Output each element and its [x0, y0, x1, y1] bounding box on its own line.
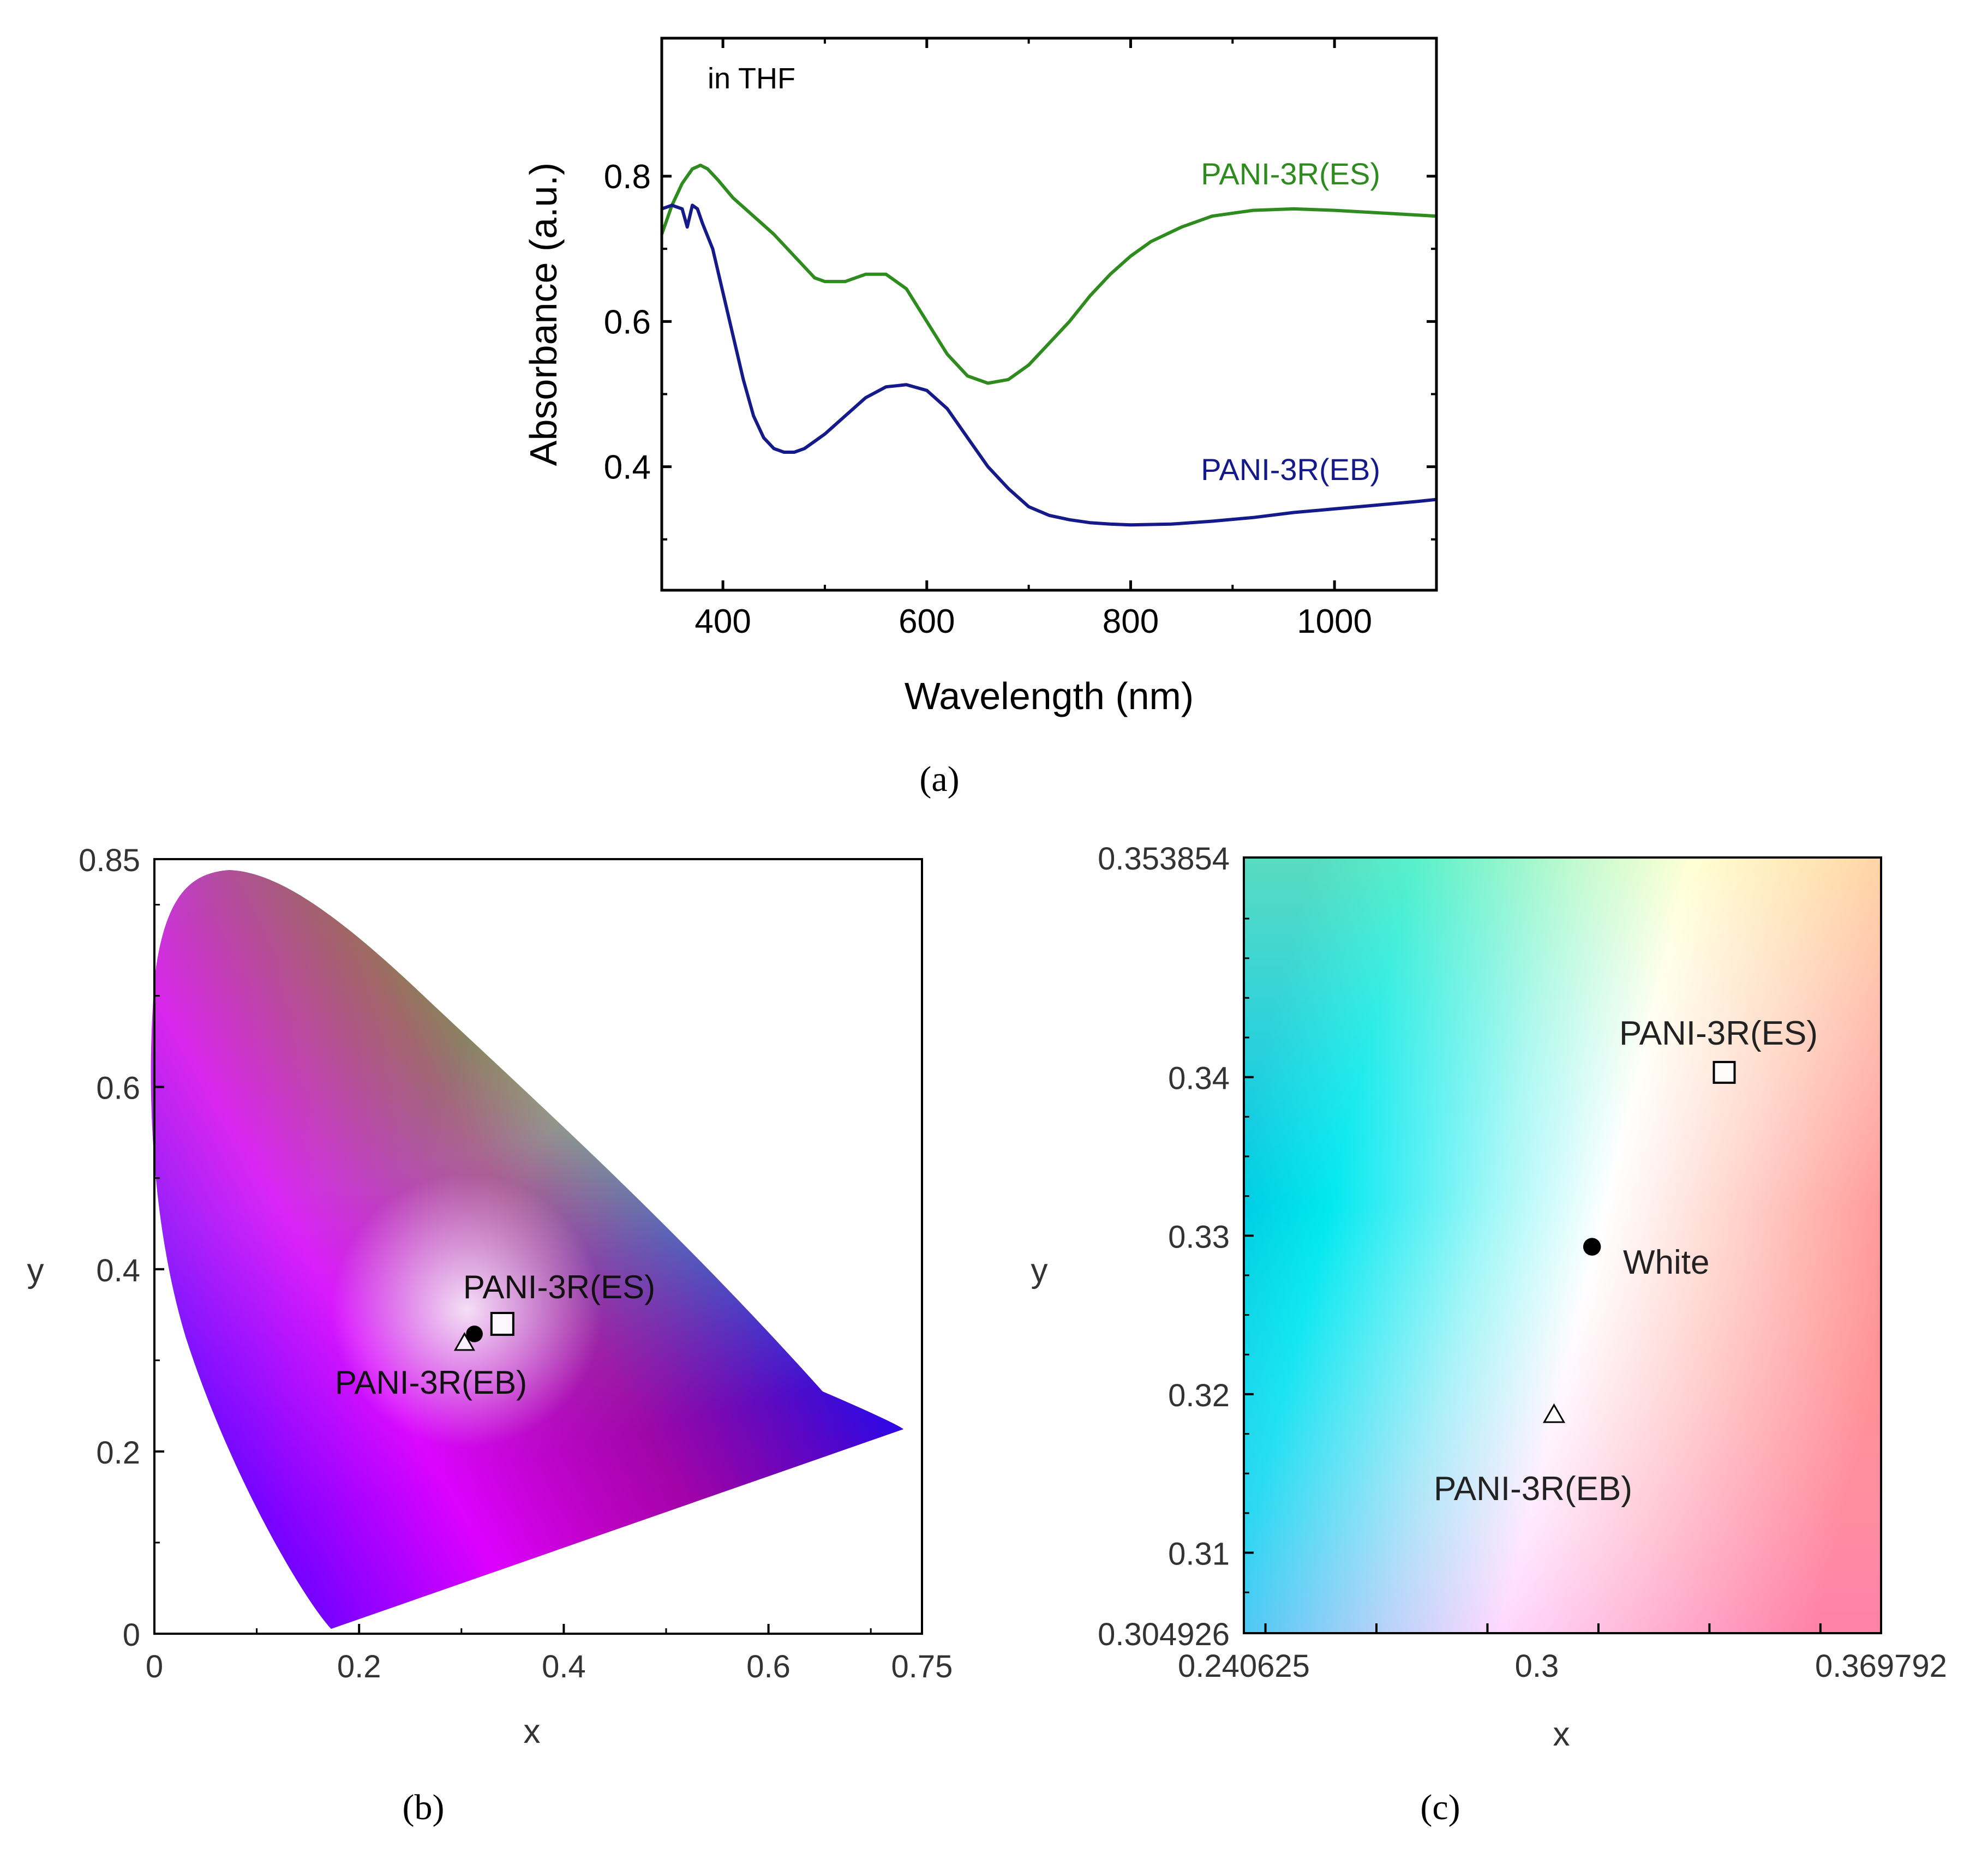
- zoom-background-tint: [1244, 857, 1881, 1633]
- y-tick-label: 0.85: [79, 843, 140, 878]
- x-tick-label: 600: [899, 603, 955, 640]
- absorbance-chart: 400 600 800 1000 0.4 0.6 0.8 in THF PANI-3R(ES…: [522, 37, 1438, 717]
- point-pani-3r-eb-: [453, 1332, 476, 1351]
- x-tick-label: 0.6: [746, 1649, 791, 1684]
- zoom-x-axis-label: x: [1553, 1716, 1570, 1753]
- annotation-in-thf: in THF: [708, 62, 795, 95]
- x-tick-label: 0: [146, 1649, 163, 1684]
- absorbance-series-line-eb: [661, 203, 1437, 527]
- absorbance-ticks: 400 600 800 1000 0.4 0.6 0.8: [604, 38, 1436, 640]
- x-tick-label: 0.75: [891, 1649, 953, 1684]
- absorbance-series-line-es: [660, 164, 1437, 385]
- x-tick-label: 0.2: [337, 1649, 381, 1684]
- absorbance-y-axis-label: Absorbance (a.u.): [522, 163, 565, 466]
- cie-label-eb: PANI-3R(EB): [335, 1364, 527, 1401]
- panel-label-b: (b): [403, 1788, 445, 1827]
- cie-ticks: 0 0.2 0.4 0.6 0.75 0 0.2 0.4 0.6 0.85: [79, 843, 953, 1684]
- y-tick-label: 0.6: [96, 1071, 140, 1106]
- cie-label-es: PANI-3R(ES): [463, 1269, 655, 1305]
- x-tick-label: 1000: [1297, 603, 1372, 640]
- cie-points: [453, 1312, 514, 1351]
- x-tick-label: 400: [694, 603, 751, 640]
- cie-x-axis-label: x: [524, 1713, 541, 1750]
- absorbance-x-axis-label: Wavelength (nm): [905, 675, 1194, 717]
- y-tick-label: 0.4: [604, 449, 651, 487]
- cie-y-axis-label: y: [27, 1252, 44, 1290]
- cie-chromaticity-chart: 0 0.2 0.4 0.6 0.75 0 0.2 0.4 0.6 0.85 PANI-3R(ES)…: [27, 843, 953, 1750]
- panel-label-a: (a): [919, 759, 959, 799]
- point-white: [1583, 1238, 1601, 1256]
- y-tick-label: 0.8: [604, 158, 651, 196]
- zoom-y-axis-label: y: [1031, 1252, 1048, 1290]
- y-tick-label: 0.33: [1168, 1219, 1230, 1255]
- y-tick-label: 0.31: [1168, 1537, 1230, 1572]
- point-pani-3r-es-: [490, 1312, 514, 1336]
- absorbance-plot-area: [660, 164, 1437, 527]
- cie-zoom-chart: 0.240625 0.3 0.369792 0.304926 0.31 0.32 0.33 0…: [1031, 841, 1947, 1753]
- zoom-label-es: PANI-3R(ES): [1619, 1015, 1818, 1052]
- y-tick-label: 0.6: [604, 303, 651, 341]
- series-label-eb: PANI-3R(EB): [1201, 452, 1380, 487]
- absorbance-plot-frame: [660, 37, 1438, 592]
- point-pani-3r-es-: [1712, 1060, 1736, 1084]
- cie-white-region: [151, 870, 904, 1629]
- y-tick-label: 0.353854: [1098, 841, 1230, 877]
- zoom-points: [1542, 1060, 1736, 1423]
- point-pani-3r-eb-: [1542, 1403, 1566, 1423]
- x-tick-label: 0.369792: [1815, 1648, 1947, 1684]
- x-tick-label: 0.4: [542, 1649, 586, 1684]
- x-tick-label: 800: [1103, 603, 1159, 640]
- series-label-es: PANI-3R(ES): [1201, 157, 1380, 191]
- y-tick-label: 0.304926: [1098, 1617, 1230, 1652]
- cie-diagram: [151, 870, 904, 1629]
- x-tick-label: 0.240625: [1178, 1648, 1310, 1684]
- zoom-plot-frame: [1243, 856, 1882, 1634]
- y-tick-label: 0.2: [96, 1435, 140, 1471]
- x-tick-label: 0.3: [1515, 1648, 1559, 1684]
- point-white: [466, 1326, 483, 1342]
- zoom-label-eb: PANI-3R(EB): [1434, 1470, 1632, 1508]
- panel-label-c: (c): [1420, 1788, 1460, 1827]
- zoom-label-white: White: [1623, 1244, 1709, 1281]
- y-tick-label: 0.32: [1168, 1378, 1230, 1413]
- cie-plot-frame: [153, 858, 923, 1635]
- y-tick-label: 0.34: [1168, 1061, 1230, 1096]
- y-tick-label: 0: [123, 1617, 140, 1653]
- zoom-ticks: 0.240625 0.3 0.369792 0.304926 0.31 0.32 0.33 0…: [1098, 841, 1947, 1684]
- y-tick-label: 0.4: [96, 1253, 140, 1288]
